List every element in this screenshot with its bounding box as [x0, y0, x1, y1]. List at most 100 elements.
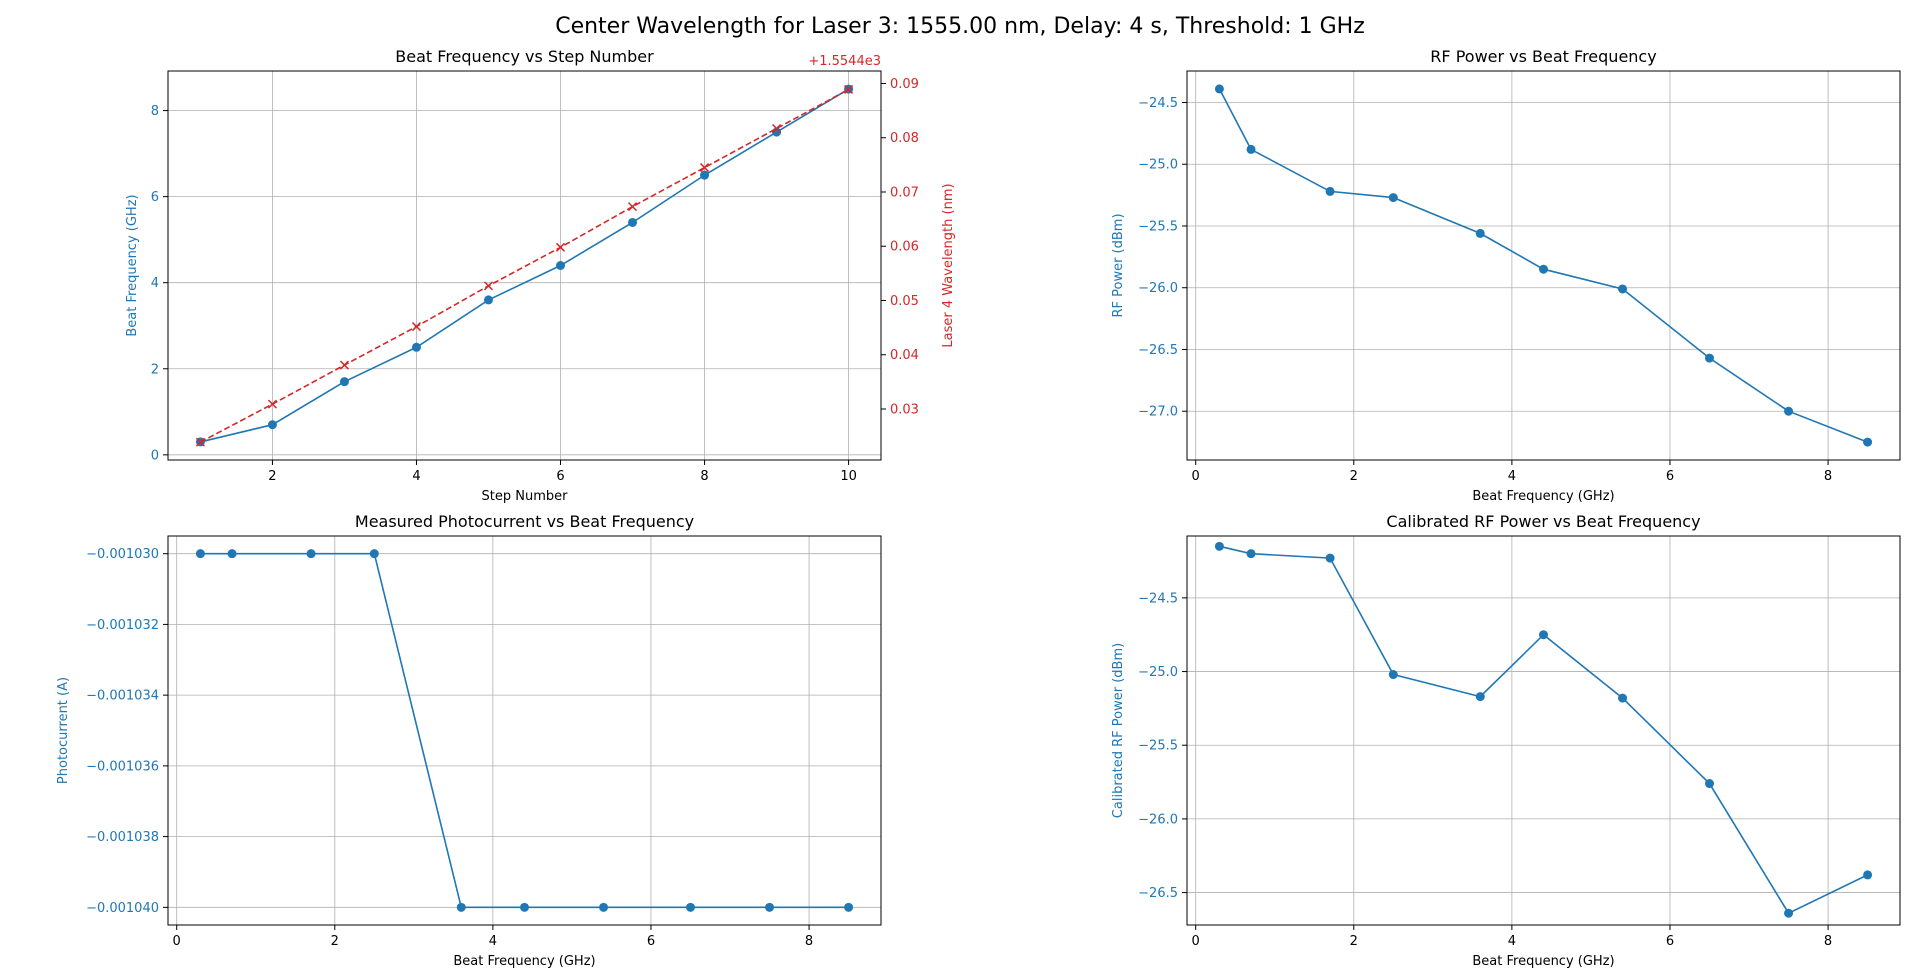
- y-tick-label: 8: [151, 104, 159, 119]
- x-tick-label: 2: [331, 934, 339, 949]
- axes-frame: [1186, 70, 1901, 461]
- x-tick-label: 8: [1824, 934, 1832, 949]
- data-point: [1863, 437, 1873, 447]
- y-tick-label: −0.001032: [86, 618, 159, 633]
- data-point: [1214, 541, 1224, 551]
- data-point: [1784, 908, 1794, 918]
- subplot-beat-vs-step: 2 4 6 8 10 0 2 4 6 8 0.03 0.04 0.05 0.06 0.07 0.08 0.09 +…: [125, 47, 956, 504]
- data-point: [411, 342, 421, 352]
- data-point: [844, 902, 854, 912]
- data-point: [456, 902, 466, 912]
- subplot-title: Beat Frequency vs Step Number: [395, 47, 654, 66]
- y2-tick-label: 0.06: [890, 240, 919, 255]
- series-line-2: [200, 88, 849, 443]
- y2-tick-label: 0.08: [890, 131, 919, 146]
- y-tick-label: −0.001036: [86, 759, 159, 774]
- x-tick-label: 2: [268, 469, 276, 484]
- data-point: [411, 322, 422, 332]
- x-tick-label: 6: [556, 469, 564, 484]
- data-point: [483, 281, 494, 291]
- data-point: [1618, 693, 1628, 703]
- data-point: [267, 399, 277, 409]
- data-point: [339, 377, 349, 387]
- data-point: [599, 902, 609, 912]
- y-tick-label: −27.0: [1138, 405, 1178, 420]
- x-axis-label: Beat Frequency (GHz): [1472, 954, 1614, 969]
- y2-tick-label: 0.09: [890, 77, 919, 92]
- y-tick-label: 4: [151, 276, 159, 291]
- x-axis-label: Beat Frequency (GHz): [453, 954, 595, 969]
- x-tick-label: 2: [1350, 934, 1358, 949]
- x-tick-label: 8: [700, 469, 708, 484]
- x-tick-label: 2: [1350, 469, 1358, 484]
- data-point: [306, 549, 316, 559]
- y2-tick-label: 0.04: [890, 348, 919, 363]
- x-tick-label: 6: [647, 934, 655, 949]
- y-tick-label: −25.0: [1138, 158, 1178, 173]
- subplot-calrf-vs-beat: 0 2 4 6 8 −26.5 −26.0 −25.5 −25.0 −24.5 Calibrated…: [1111, 512, 1901, 969]
- x-tick-label: 4: [1508, 934, 1516, 949]
- data-point: [1246, 144, 1256, 154]
- y-tick-label: −24.5: [1138, 591, 1178, 606]
- data-point: [627, 202, 638, 212]
- data-point: [195, 549, 205, 559]
- x-tick-label: 4: [412, 469, 420, 484]
- axes-frame: [167, 535, 882, 926]
- y-tick-label: −26.5: [1138, 886, 1178, 901]
- y-tick-label: 2: [151, 362, 159, 377]
- data-point: [1475, 692, 1485, 702]
- axes-frame: [167, 70, 882, 461]
- y2-tick-label: 0.07: [890, 185, 919, 200]
- data-point: [1325, 553, 1335, 563]
- x-tick-label: 4: [489, 934, 497, 949]
- x-tick-label: 0: [1192, 469, 1200, 484]
- y-tick-label: −0.001038: [86, 830, 159, 845]
- y-tick-label: −25.5: [1138, 219, 1178, 234]
- y-tick-label: −25.5: [1138, 739, 1178, 754]
- data-point: [1704, 353, 1714, 363]
- data-point: [339, 360, 349, 370]
- x-tick-label: 8: [805, 934, 813, 949]
- y-axis-label: RF Power (dBm): [1111, 213, 1126, 317]
- data-point: [1388, 193, 1398, 203]
- axes-frame: [1186, 535, 1901, 926]
- x-tick-label: 0: [173, 934, 181, 949]
- subplot-title: Calibrated RF Power vs Beat Frequency: [1386, 512, 1700, 531]
- data-point: [1214, 84, 1224, 94]
- subplot-title: RF Power vs Beat Frequency: [1430, 47, 1656, 66]
- series-line-1: [1218, 88, 1868, 443]
- x-tick-label: 4: [1508, 469, 1516, 484]
- data-point: [1863, 870, 1873, 880]
- data-point: [1325, 186, 1335, 196]
- data-point: [267, 420, 277, 430]
- y-tick-label: 0: [151, 448, 159, 463]
- y-tick-label: −26.0: [1138, 812, 1178, 827]
- y-tick-label: −0.001034: [86, 689, 159, 704]
- data-point: [700, 163, 710, 173]
- y-axis-label: Calibrated RF Power (dBm): [1111, 643, 1126, 818]
- y-tick-label: −26.0: [1138, 281, 1178, 296]
- y-axis-label: Photocurrent (A): [56, 677, 71, 784]
- data-point: [369, 549, 379, 559]
- data-point: [555, 242, 566, 252]
- x-tick-label: 0: [1192, 934, 1200, 949]
- data-point: [556, 261, 566, 270]
- data-point: [765, 902, 775, 912]
- y-tick-label: −24.5: [1138, 96, 1178, 111]
- data-point: [628, 217, 638, 227]
- y2-tick-label: 0.05: [890, 294, 919, 309]
- data-point: [483, 295, 493, 305]
- y2-offset-label: +1.5544e3: [808, 54, 881, 69]
- series-line-1: [200, 88, 850, 443]
- y-tick-label: −26.5: [1138, 343, 1178, 358]
- data-point: [844, 84, 854, 94]
- figure-title: Center Wavelength for Laser 3: 1555.00 n…: [555, 14, 1365, 39]
- subplot-rf-vs-beat: 0 2 4 6 8 −27.0 −26.5 −26.0 −25.5 −25.0 −24.5 RF Po…: [1111, 47, 1901, 504]
- data-point: [1784, 406, 1794, 416]
- x-axis-label: Step Number: [482, 489, 569, 504]
- x-tick-label: 8: [1824, 469, 1832, 484]
- data-point: [195, 437, 205, 447]
- data-point: [227, 549, 237, 559]
- series-line-1: [200, 552, 849, 909]
